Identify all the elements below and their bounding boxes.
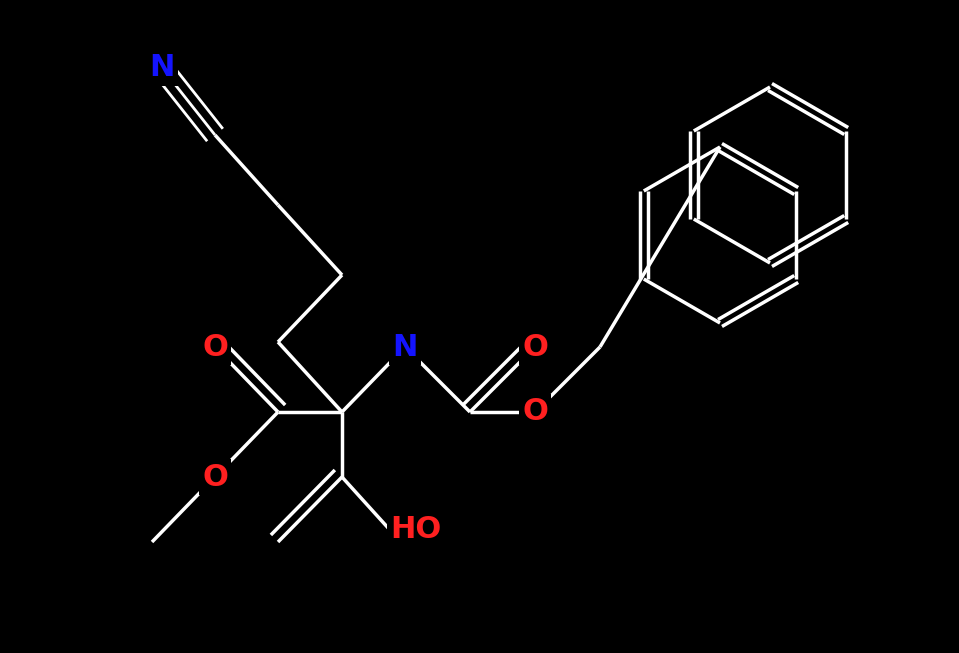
Text: N: N (392, 332, 418, 362)
Text: N: N (150, 54, 175, 82)
Text: O: O (522, 398, 548, 426)
Text: HO: HO (390, 515, 441, 545)
Text: O: O (202, 332, 228, 362)
Text: O: O (202, 462, 228, 492)
Text: O: O (522, 332, 548, 362)
